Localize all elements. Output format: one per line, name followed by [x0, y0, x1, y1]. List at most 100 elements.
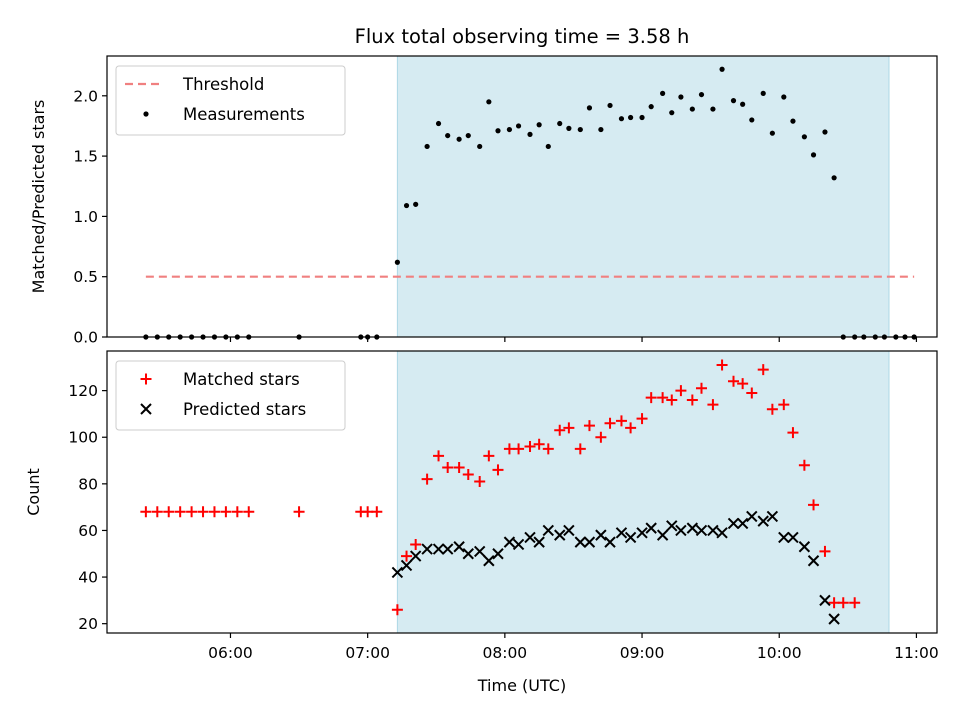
data-point: [736, 517, 749, 530]
data-point: [424, 143, 430, 150]
data-point: [769, 130, 775, 136]
data-point: [798, 541, 811, 553]
legend-label: Predicted stars: [183, 400, 306, 419]
data-point: [675, 385, 687, 397]
legend-label: Matched stars: [183, 370, 300, 389]
data-point: [577, 126, 583, 133]
data-point: [174, 506, 186, 518]
y-tick-label: 0.0: [73, 329, 98, 347]
data-point: [695, 524, 708, 537]
data-point: [477, 143, 483, 150]
y-tick-label: 40: [78, 569, 98, 587]
data-point: [566, 125, 572, 131]
series-matched-stars: [140, 359, 861, 616]
legend-box: [115, 65, 346, 136]
data-point: [545, 143, 551, 150]
data-point: [140, 506, 152, 518]
data-point: [710, 106, 716, 112]
data-point: [707, 399, 719, 411]
data-point: [707, 524, 719, 537]
data-point: [695, 382, 707, 394]
x-tick-label: 09:00: [620, 644, 665, 662]
data-point: [660, 90, 666, 96]
data-point: [394, 259, 400, 265]
data-point: [746, 387, 758, 399]
y-tick-label: 1.0: [73, 208, 98, 226]
data-point: [483, 450, 495, 462]
data-point: [574, 443, 586, 455]
data-point: [822, 129, 828, 135]
data-point: [151, 506, 163, 518]
data-point: [849, 597, 861, 609]
data-point: [636, 527, 648, 539]
data-point: [657, 392, 669, 404]
legend: Threshold Measurements: [115, 65, 346, 136]
data-point: [766, 403, 778, 415]
data-point: [542, 524, 555, 537]
x-tick-label: 11:00: [894, 644, 939, 662]
data-point: [391, 566, 404, 579]
data-point: [442, 462, 454, 474]
data-point: [656, 529, 669, 541]
legend-marker-swatch: [143, 111, 149, 117]
data-point: [536, 122, 542, 128]
data-point: [604, 536, 616, 548]
data-point: [432, 543, 445, 555]
data-point: [462, 469, 474, 481]
data-point: [837, 597, 849, 609]
data-point: [625, 422, 637, 434]
data-point: [197, 506, 209, 518]
data-point: [639, 114, 645, 121]
y-tick-label: 120: [68, 382, 98, 400]
y-tick-label: 0.5: [73, 268, 98, 286]
data-point: [506, 126, 513, 133]
data-point: [524, 531, 536, 544]
data-point: [586, 105, 593, 111]
data-point: [595, 529, 607, 541]
data-point: [413, 201, 419, 207]
data-point: [598, 126, 604, 133]
data-point: [231, 506, 243, 518]
data-point: [163, 506, 175, 518]
data-point: [698, 91, 705, 98]
data-point: [648, 104, 654, 110]
data-point: [513, 443, 525, 455]
x-axis-label: Time (UTC): [477, 676, 566, 695]
data-point: [740, 101, 746, 107]
data-point: [492, 464, 504, 476]
y-axis-label: Count: [24, 468, 43, 516]
data-point: [401, 550, 413, 562]
data-point: [757, 515, 769, 527]
data-point: [666, 520, 678, 532]
data-point: [492, 548, 504, 560]
data-point: [208, 506, 220, 518]
data-point: [727, 517, 740, 530]
data-point: [524, 441, 536, 453]
data-point: [678, 94, 684, 100]
data-point: [669, 110, 675, 116]
data-point: [421, 473, 433, 485]
data-point: [456, 136, 462, 142]
data-point: [819, 594, 831, 607]
data-point: [757, 364, 769, 376]
data-point: [410, 538, 422, 550]
legend-box: [115, 360, 346, 431]
data-point: [810, 152, 817, 158]
data-point: [512, 538, 525, 551]
panel-star-counts: 20 40 60 80 100 120 06:00 07:00 08:00 09:00 10:00 1…: [24, 350, 939, 662]
y-axis-label: Matched/Predicted stars: [29, 100, 48, 294]
data-point: [563, 524, 575, 537]
x-tick-label: 10:00: [757, 644, 802, 662]
data-point: [474, 476, 486, 488]
data-point: [462, 548, 474, 560]
data-point: [243, 506, 255, 518]
data-point: [574, 536, 587, 548]
data-point: [716, 527, 728, 539]
data-point: [787, 531, 799, 544]
data-point: [801, 134, 807, 140]
y-tick-label: 1.5: [73, 148, 98, 166]
data-point: [595, 431, 607, 443]
data-point: [615, 527, 628, 539]
panel-flux-ratio: 0.0 0.5 1.0 1.5 2.0 Matched/Predicted stars Th…: [29, 55, 938, 347]
